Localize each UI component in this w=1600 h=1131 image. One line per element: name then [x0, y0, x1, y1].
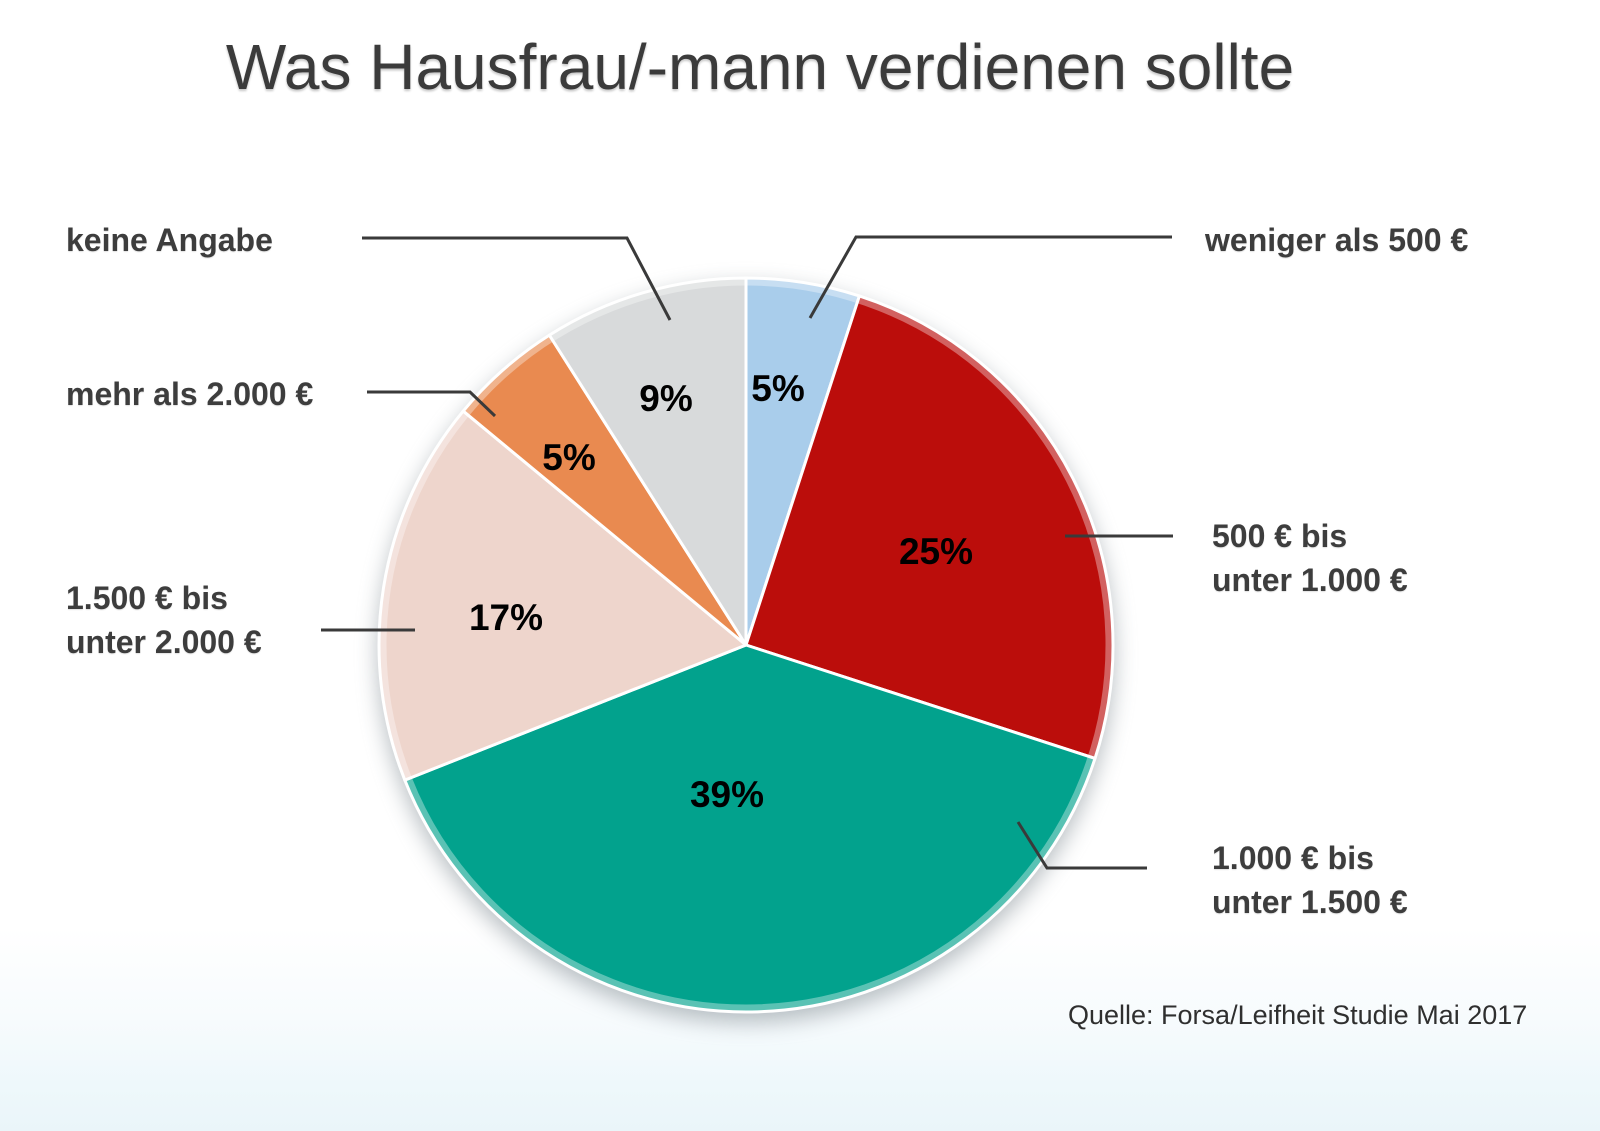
value-1000-bis-1500: 39% [689, 774, 765, 815]
leader-line-keine-angabe [362, 236, 672, 321]
source-credit: Quelle: Forsa/Leifheit Studie Mai 2017 [1068, 1000, 1528, 1030]
leader-line-mehr-2000 [367, 390, 497, 418]
value-500-bis-1000: 25% [898, 531, 974, 572]
label-1500-bis-2000: 1.500 € bis unter 2.000 € [66, 580, 262, 660]
label-keine-angabe: keine Angabe [66, 222, 273, 258]
pie-slice-keine-angabe [547, 276, 748, 647]
value-mehr-als-2000: 5% [542, 437, 596, 478]
pie-slice-1500-2000 [377, 409, 748, 782]
label-1000-bis-1500: 1.000 € bis unter 1.500 € [1212, 840, 1408, 920]
value-weniger-als-500: 5% [751, 368, 805, 409]
label-mehr-als-2000: mehr als 2.000 € [66, 376, 314, 412]
chart-title: Was Hausfrau/-mann verdienen sollte [225, 31, 1295, 103]
pie-slice-1000-1500 [403, 643, 1097, 1014]
leader-line-1000-1500 [1016, 821, 1147, 870]
value-keine-angabe: 9% [639, 378, 693, 419]
label-500-bis-1000: 500 € bis unter 1.000 € [1212, 518, 1408, 598]
value-1500-bis-2000: 17% [468, 597, 544, 638]
pie-rim-highlight [379, 278, 1113, 1012]
leader-line-weniger-500 [808, 235, 1172, 319]
label-weniger-als-500: weniger als 500 € [1205, 222, 1469, 258]
pie-slice-500-1000 [744, 294, 1115, 760]
